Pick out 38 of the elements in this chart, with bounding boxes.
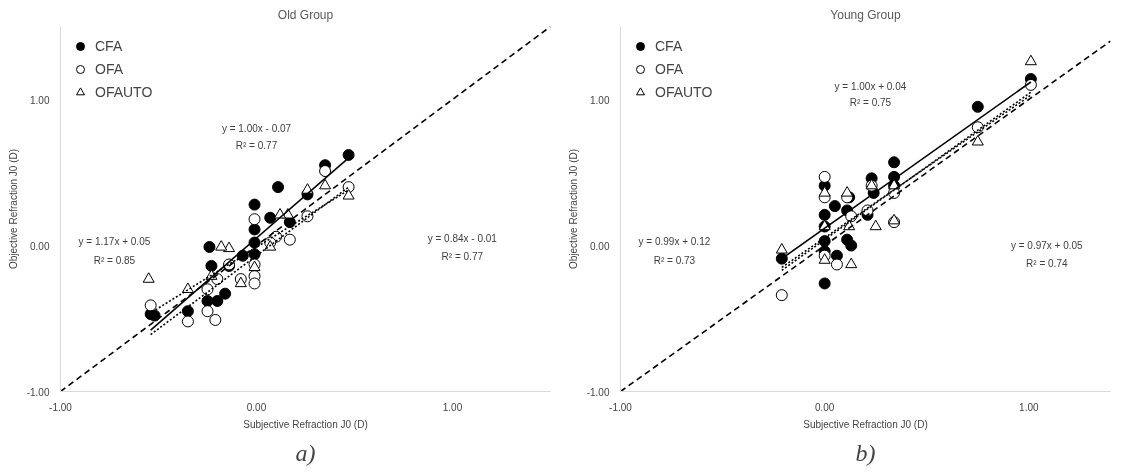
- y-tick-label: 1.00: [590, 94, 610, 106]
- x-tick-label: 0.00: [814, 401, 835, 413]
- annotation: R² = 0.85: [93, 254, 136, 266]
- y-tick-label: -1.00: [26, 386, 50, 398]
- x-axis-title: Subjective Refraction J0 (D): [243, 418, 368, 430]
- legend-label: OFAUTO: [655, 84, 713, 100]
- legend-label: OFA: [655, 61, 684, 77]
- annotation: R² = 0.75: [849, 96, 892, 108]
- chart-title: Young Group: [830, 7, 901, 22]
- legend-label: OFAUTO: [95, 84, 153, 100]
- y-tick-label: 0.00: [590, 240, 610, 252]
- annotation: y = 0.84x - 0.01: [427, 232, 498, 244]
- annotation: R² = 0.73: [653, 254, 696, 266]
- chart-title: Old Group: [277, 7, 334, 22]
- text: a): [295, 439, 316, 466]
- y-tick-label: 1.00: [30, 94, 50, 106]
- text: b): [855, 439, 876, 466]
- x-tick-label: 0.00: [246, 401, 267, 413]
- legend-label: CFA: [655, 38, 683, 54]
- annotation: y = 1.17x + 0.05: [78, 236, 151, 248]
- y-axis-title: Objective Refraction J0 (D): [7, 148, 19, 270]
- x-tick-label: 1.00: [1019, 401, 1039, 413]
- annotation: R² = 0.74: [1026, 257, 1068, 269]
- annotation: R² = 0.77: [441, 250, 484, 262]
- annotation: y = 0.97x + 0.05: [1010, 240, 1084, 251]
- x-tick-label: -1.00: [49, 401, 73, 413]
- y-tick-label: -1.00: [586, 386, 610, 398]
- x-tick-label: -1.00: [609, 401, 633, 413]
- x-tick-label: 1.00: [442, 401, 463, 413]
- annotation: y = 1.00x + 0.04: [834, 80, 907, 92]
- x-axis-title: Subjective Refraction J0 (D): [803, 418, 928, 430]
- legend-label: OFA: [95, 61, 124, 77]
- y-tick-label: 0.00: [30, 240, 50, 252]
- annotation: R² = 0.77: [235, 139, 278, 151]
- y-axis-title: Objective Refraction J0 (D): [567, 148, 579, 270]
- legend-label: CFA: [95, 38, 123, 54]
- annotation: y = 0.99x + 0.12: [638, 236, 711, 248]
- annotation: y = 1.00x - 0.07: [221, 123, 292, 135]
